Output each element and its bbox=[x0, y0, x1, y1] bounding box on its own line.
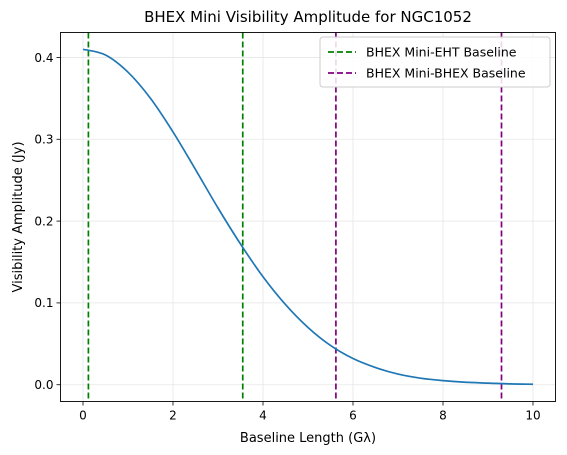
y-tick-label: 0.4 bbox=[34, 51, 53, 65]
x-tick-label: 6 bbox=[349, 409, 357, 423]
y-axis-ticks: 0.0 0.1 0.2 0.3 0.4 bbox=[34, 51, 61, 392]
legend-box bbox=[319, 36, 551, 88]
x-tick-label: 0 bbox=[79, 409, 87, 423]
visibility-amplitude-line bbox=[82, 48, 534, 386]
grid bbox=[60, 32, 556, 402]
legend-label-bhex: BHEX Mini-BHEX Baseline bbox=[366, 66, 526, 81]
legend: BHEX Mini-EHT Baseline BHEX Mini-BHEX Ba… bbox=[319, 36, 551, 88]
y-tick-label: 0.1 bbox=[34, 296, 53, 310]
chart-title: BHEX Mini Visibility Amplitude for NGC10… bbox=[144, 8, 472, 26]
x-axis-label: Baseline Length (Gλ) bbox=[240, 431, 376, 446]
y-tick-label: 0.2 bbox=[34, 214, 53, 228]
y-axis-label: Visibility Amplitude (Jy) bbox=[11, 141, 26, 292]
x-axis-ticks: 0 2 4 6 8 10 bbox=[79, 401, 541, 423]
y-tick-label: 0.0 bbox=[34, 378, 53, 392]
baseline-markers bbox=[87, 32, 503, 402]
x-tick-label: 4 bbox=[259, 409, 267, 423]
x-tick-label: 2 bbox=[169, 409, 177, 423]
plot-frame bbox=[60, 32, 556, 402]
y-tick-label: 0.3 bbox=[34, 133, 53, 147]
series-layer bbox=[82, 48, 534, 386]
x-tick-label: 10 bbox=[525, 409, 540, 423]
legend-label-eht: BHEX Mini-EHT Baseline bbox=[366, 45, 517, 60]
x-tick-label: 8 bbox=[439, 409, 447, 423]
